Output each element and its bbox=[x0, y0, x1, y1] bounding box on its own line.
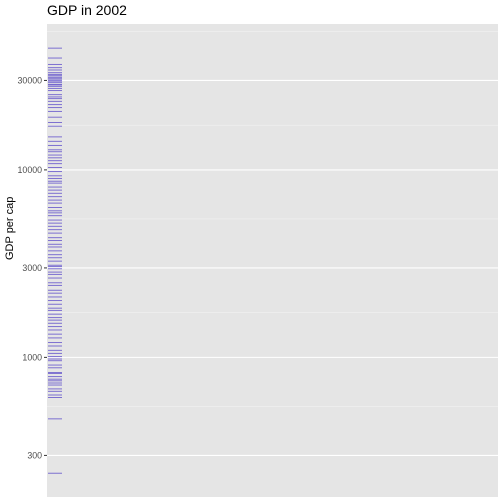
y-tick-label: 300 bbox=[27, 450, 42, 460]
plot-panel bbox=[47, 24, 498, 497]
y-tick-label: 10000 bbox=[18, 165, 43, 175]
y-tick-label: 1000 bbox=[22, 352, 42, 362]
major-gridlines bbox=[47, 79, 498, 456]
rug-marks bbox=[48, 47, 62, 474]
chart-title: GDP in 2002 bbox=[47, 2, 127, 18]
minor-gridlines bbox=[47, 31, 498, 407]
y-axis-ticks: 300 1000 3000 10000 30000 bbox=[18, 75, 47, 460]
y-tick-label: 3000 bbox=[22, 263, 42, 273]
y-tick-label: 30000 bbox=[18, 75, 43, 85]
